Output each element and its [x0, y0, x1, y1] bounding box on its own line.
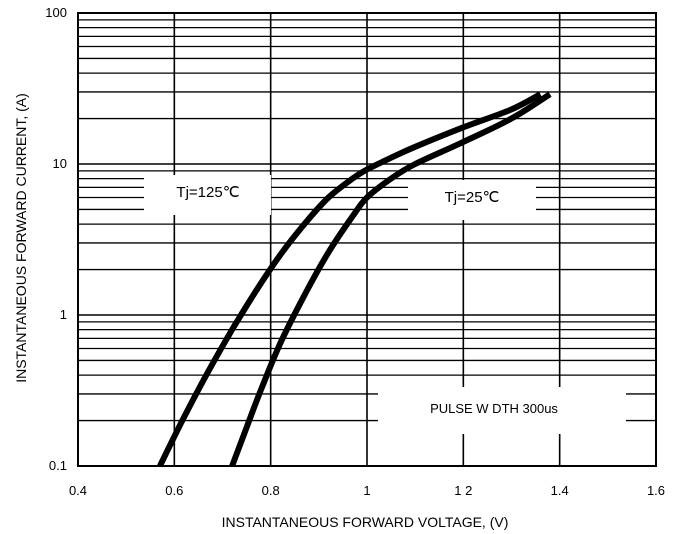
- series-curve-tj25: [229, 91, 552, 468]
- annotation-box: [408, 180, 536, 220]
- x-tick-labels: 0.4 0.6 0.8 1 1 2 1.4 1.6: [69, 483, 665, 498]
- plot-frame: [77, 12, 657, 467]
- y-tick-labels: 0.1 1 10 100: [45, 5, 67, 473]
- y-tick-label: 100: [45, 5, 67, 20]
- annotation-box: [144, 175, 271, 215]
- annotation-box: [378, 387, 626, 434]
- x-tick-label: 1: [363, 483, 370, 498]
- x-tick-label: 0.8: [262, 483, 280, 498]
- x-tick-label: 1 2: [454, 483, 472, 498]
- y-tick-label: 0.1: [49, 458, 67, 473]
- x-tick-label: 1.4: [551, 483, 569, 498]
- x-tick-label: 1.6: [647, 483, 665, 498]
- y-tick-label: 10: [53, 156, 67, 171]
- y-axis-label: INSTANTANEOUS FORWARD CURRENT, (A): [13, 93, 29, 383]
- annotation-tj25: Tj=25℃: [445, 189, 500, 206]
- annotation-pulse-width: PULSE W DTH 300us: [430, 401, 558, 416]
- annotation-tj125: Tj=125℃: [176, 184, 239, 201]
- y-tick-label: 1: [60, 307, 67, 322]
- x-tick-label: 0.4: [69, 483, 87, 498]
- curve-group: [157, 91, 552, 468]
- x-axis-label: INSTANTANEOUS FORWARD VOLTAGE, (V): [222, 514, 509, 530]
- x-tick-label: 0.6: [165, 483, 183, 498]
- annotation-boxes: [144, 175, 626, 434]
- series-curve-tj125: [157, 91, 542, 468]
